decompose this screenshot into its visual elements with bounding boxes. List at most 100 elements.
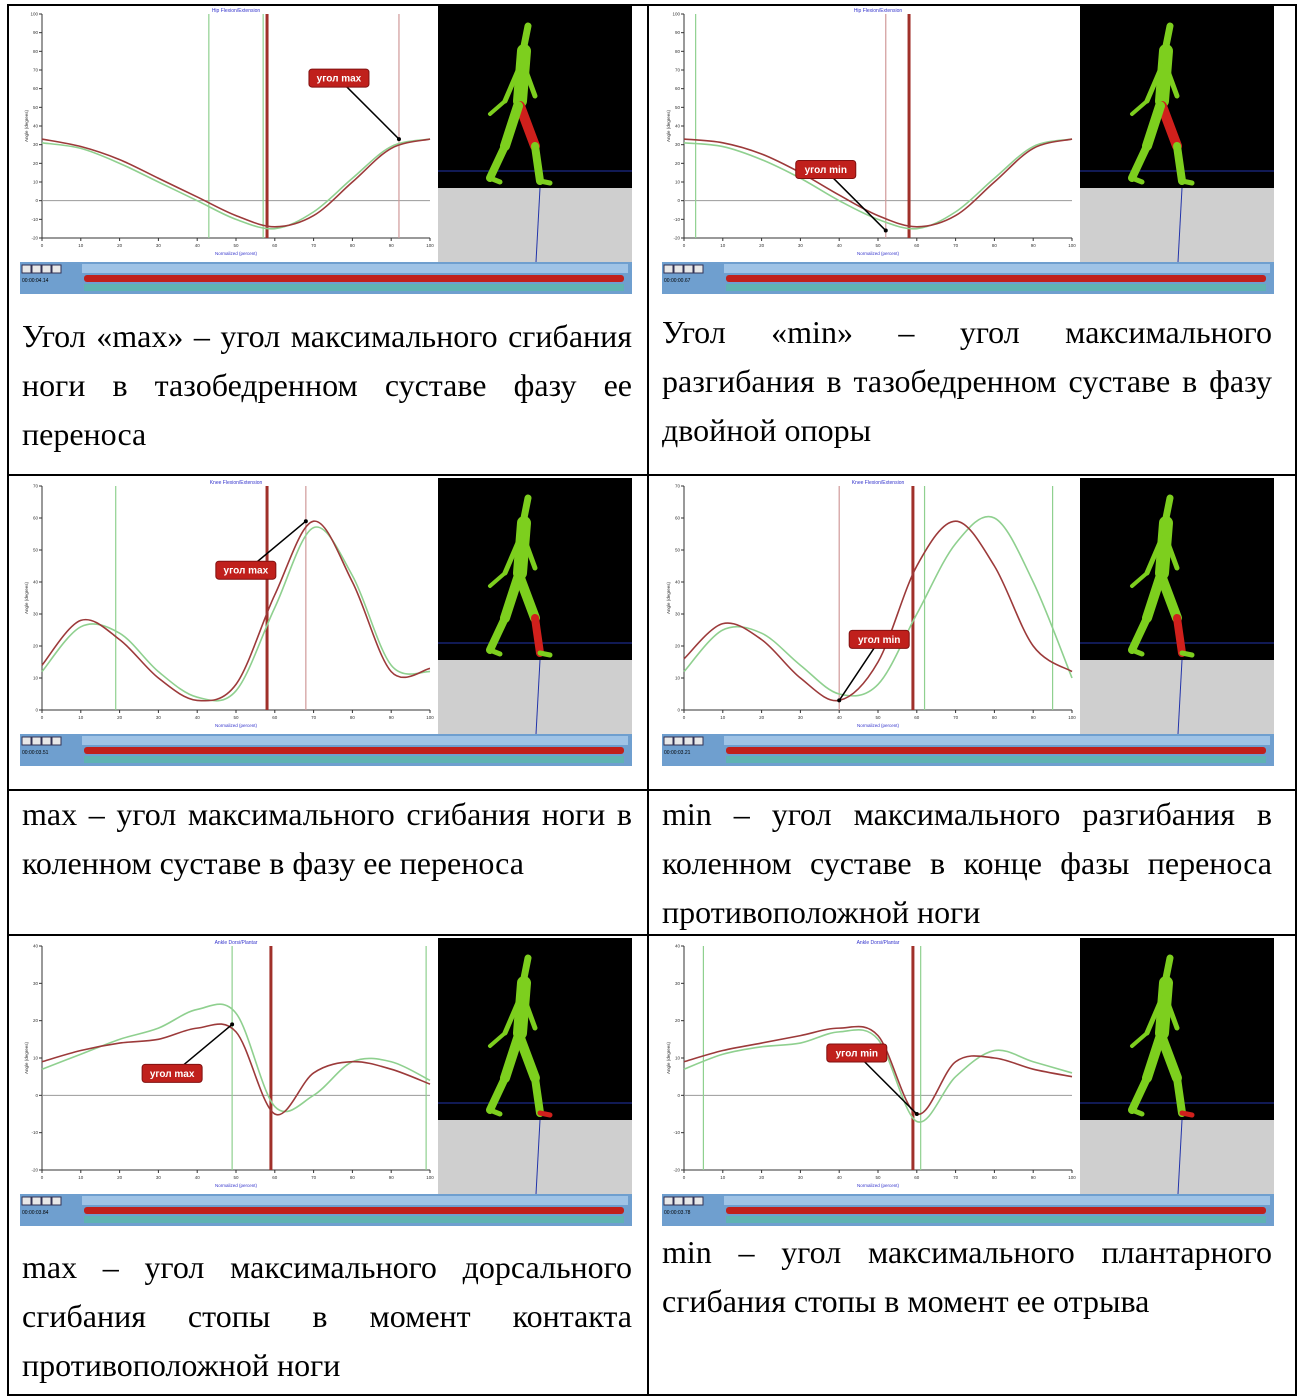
rule — [7, 5, 9, 1396]
scene-floor — [438, 188, 632, 262]
player-button[interactable] — [664, 1197, 673, 1205]
callout-point — [884, 229, 888, 233]
caption: min – угол максимального плантарного сги… — [662, 1228, 1272, 1326]
y-tick-label: 40 — [675, 124, 681, 129]
y-axis-label: Angle (degrees) — [666, 109, 671, 142]
y-tick-label: 50 — [33, 105, 39, 110]
y-tick-label: 50 — [675, 105, 681, 110]
player-button[interactable] — [32, 1197, 41, 1205]
timeline-gait — [726, 1216, 1266, 1223]
y-tick-label: 40 — [33, 944, 39, 949]
player-button[interactable] — [22, 737, 31, 745]
timeline-track — [726, 747, 1266, 754]
timeline-gait — [726, 284, 1266, 291]
x-tick-label: 60 — [914, 243, 920, 248]
y-tick-label: 100 — [672, 12, 680, 17]
callout-point — [304, 519, 308, 523]
player-button[interactable] — [674, 265, 683, 273]
player-button[interactable] — [684, 265, 693, 273]
player-button[interactable] — [22, 265, 31, 273]
x-tick-label: 90 — [389, 1175, 395, 1180]
player-button[interactable] — [694, 265, 703, 273]
timeline-ruler — [724, 1196, 1270, 1205]
y-tick-label: 60 — [33, 516, 39, 521]
player-button[interactable] — [32, 265, 41, 273]
y-tick-label: -10 — [31, 217, 38, 222]
figure-segment — [520, 523, 524, 573]
x-tick-label: 60 — [914, 715, 920, 720]
player-button[interactable] — [52, 737, 61, 745]
y-tick-label: 60 — [675, 516, 681, 521]
y-tick-label: 50 — [675, 548, 681, 553]
figure-segment — [520, 51, 524, 101]
x-tick-label: 50 — [875, 1175, 881, 1180]
x-tick-label: 90 — [1031, 715, 1037, 720]
x-tick-label: 40 — [195, 715, 201, 720]
figure-segment — [535, 1078, 540, 1113]
y-tick-label: 70 — [33, 484, 39, 489]
screenshot: Hip Flexion/ExtensionNormalized (percent… — [20, 6, 632, 294]
player-button[interactable] — [684, 1197, 693, 1205]
y-tick-label: 70 — [33, 68, 39, 73]
y-tick-label: 20 — [675, 644, 681, 649]
y-tick-label: 10 — [675, 1056, 681, 1061]
player-button[interactable] — [32, 737, 41, 745]
x-tick-label: 20 — [117, 243, 123, 248]
x-tick-label: 70 — [953, 243, 959, 248]
callout-label: угол min — [836, 1049, 878, 1060]
figure-segment — [1182, 181, 1192, 183]
chart-title: Ankle Dorsi/Plantar — [857, 940, 900, 946]
player-button[interactable] — [52, 1197, 61, 1205]
figure-segment — [1162, 51, 1166, 101]
callout-point — [915, 1112, 919, 1116]
x-tick-label: 80 — [992, 243, 998, 248]
x-tick-label: 50 — [233, 1175, 239, 1180]
rule — [7, 474, 1297, 476]
player-button[interactable] — [664, 737, 673, 745]
y-tick-label: 20 — [675, 1018, 681, 1023]
player-button[interactable] — [694, 1197, 703, 1205]
x-tick-label: 90 — [389, 715, 395, 720]
timeline-gait — [84, 756, 624, 763]
figure-segment — [1177, 618, 1182, 653]
y-tick-label: 10 — [675, 180, 681, 185]
player-button[interactable] — [664, 265, 673, 273]
player-button[interactable] — [42, 1197, 51, 1205]
x-tick-label: 80 — [350, 715, 356, 720]
chart-title: Knee Flexion/Extension — [210, 480, 263, 486]
player-button[interactable] — [694, 737, 703, 745]
y-axis-label: Angle (degrees) — [24, 109, 29, 142]
player-button[interactable] — [674, 1197, 683, 1205]
caption: Угол «min» – угол максимального разгибан… — [662, 308, 1272, 455]
x-tick-label: 40 — [195, 1175, 201, 1180]
figure-segment — [1166, 498, 1170, 518]
timeline-track — [84, 1207, 624, 1214]
x-tick-label: 50 — [875, 243, 881, 248]
x-tick-label: 40 — [837, 715, 843, 720]
y-tick-label: -10 — [31, 1130, 38, 1135]
figure-segment — [524, 26, 528, 46]
figure-segment — [520, 983, 524, 1033]
timeline-track — [726, 1207, 1266, 1214]
x-tick-label: 20 — [117, 715, 123, 720]
player-button[interactable] — [42, 737, 51, 745]
x-tick-label: 10 — [720, 715, 726, 720]
timeline-ruler — [724, 736, 1270, 745]
player-button[interactable] — [22, 1197, 31, 1205]
screenshot: Hip Flexion/ExtensionNormalized (percent… — [662, 6, 1274, 294]
player-button[interactable] — [52, 265, 61, 273]
player-button[interactable] — [42, 265, 51, 273]
time-code: 00:00:03.51 — [22, 750, 49, 756]
timeline-ruler — [724, 264, 1270, 273]
timeline-track — [726, 275, 1266, 282]
y-tick-label: -20 — [673, 1168, 680, 1173]
x-tick-label: 90 — [1031, 243, 1037, 248]
x-tick-label: 70 — [953, 715, 959, 720]
player-button[interactable] — [674, 737, 683, 745]
caption: Угол «max» – угол максимального сгибания… — [22, 312, 632, 459]
y-tick-label: 40 — [33, 124, 39, 129]
caption: max – угол максимального дорсального сги… — [22, 1243, 632, 1390]
x-tick-label: 30 — [798, 715, 804, 720]
player-button[interactable] — [684, 737, 693, 745]
y-tick-label: 30 — [33, 981, 39, 986]
